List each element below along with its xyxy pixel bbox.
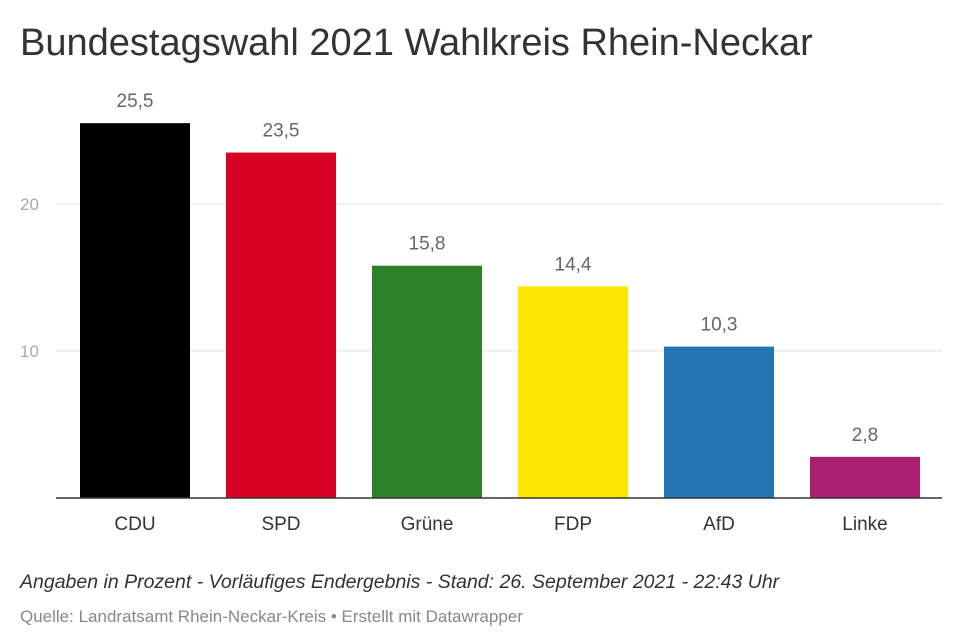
bar-cdu (80, 123, 190, 499)
chart-note: Angaben in Prozent - Vorläufiges Enderge… (20, 571, 780, 593)
bar-linke (810, 456, 920, 498)
chart-source: Quelle: Landratsamt Rhein-Neckar-Kreis •… (20, 607, 523, 626)
category-label-fdp: FDP (554, 514, 592, 535)
category-label-gr-ne: Grüne (401, 514, 454, 535)
bar-afd (664, 346, 774, 498)
value-label-afd: 10,3 (701, 315, 738, 336)
category-label-linke: Linke (842, 514, 887, 535)
value-label-gr-ne: 15,8 (409, 234, 446, 255)
value-label-fdp: 14,4 (555, 254, 592, 275)
y-tick-label-20: 20 (20, 195, 39, 214)
bar-spd (226, 152, 336, 499)
value-label-cdu: 25,5 (117, 91, 154, 112)
value-label-spd: 23,5 (263, 121, 300, 142)
value-label-linke: 2,8 (852, 425, 878, 446)
category-label-afd: AfD (703, 514, 735, 535)
category-label-spd: SPD (261, 514, 300, 535)
chart-title: Bundestagswahl 2021 Wahlkreis Rhein-Neck… (20, 22, 813, 64)
bar-fdp (518, 286, 628, 498)
category-label-cdu: CDU (114, 514, 155, 535)
y-tick-label-10: 10 (20, 342, 39, 361)
bar-gr-ne (372, 265, 482, 498)
